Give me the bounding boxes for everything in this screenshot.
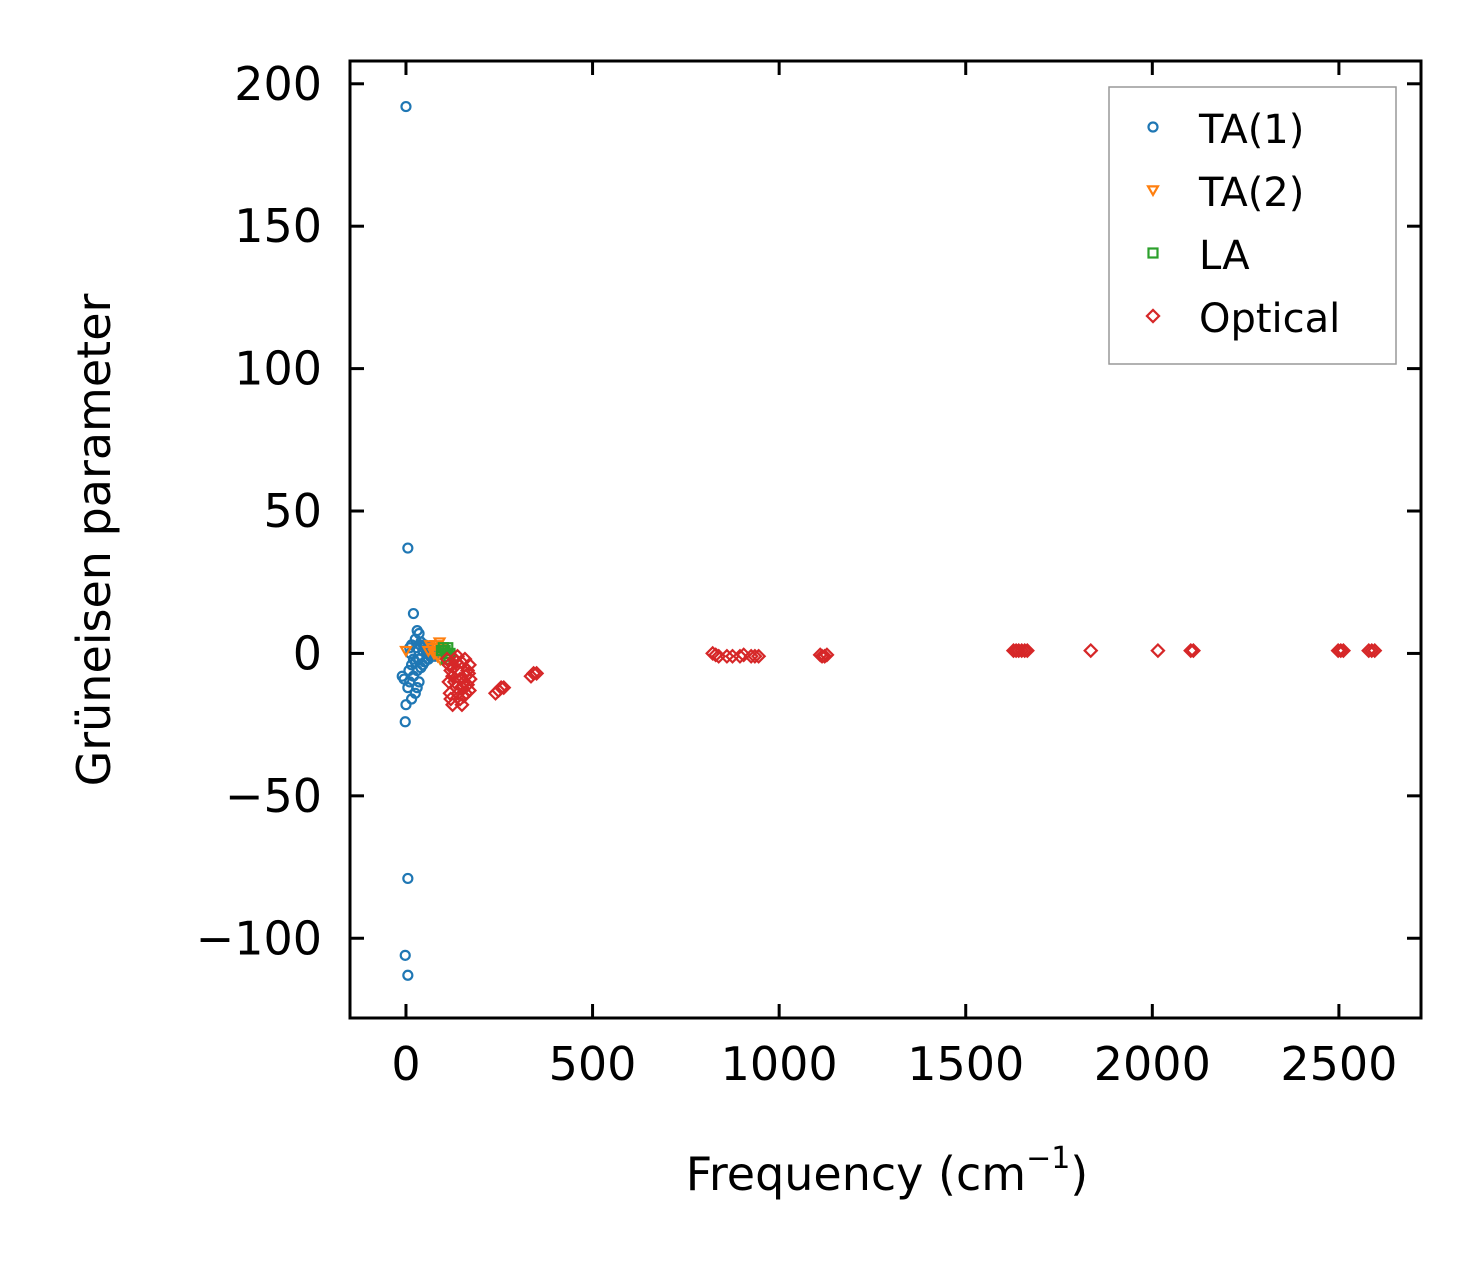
data-point	[1364, 642, 1380, 659]
data-point	[449, 648, 466, 664]
data-point	[457, 651, 473, 667]
data-point	[400, 699, 412, 711]
data-point	[398, 673, 410, 685]
data-point	[1367, 642, 1383, 659]
data-point	[444, 697, 461, 713]
data-point	[407, 653, 420, 665]
data-point	[496, 679, 512, 696]
data-point	[1150, 642, 1166, 659]
x-tick-label: 2000	[1094, 1037, 1211, 1091]
legend-label: Optical	[1199, 296, 1340, 342]
x-axis-title: Frequency (cm−1)	[686, 1141, 1089, 1201]
legend-label: TA(2)	[1198, 170, 1304, 216]
data-point	[1330, 642, 1346, 659]
data-point	[747, 648, 763, 664]
data-point	[1335, 642, 1352, 659]
data-point	[417, 659, 429, 671]
data-point	[1183, 642, 1199, 659]
y-tick-label: 100	[234, 342, 322, 396]
x-tick-label: 1500	[907, 1037, 1024, 1091]
legend-marker	[1146, 185, 1160, 198]
data-point	[399, 716, 411, 728]
x-axis-title-suffix: )	[1070, 1147, 1088, 1201]
data-point	[399, 949, 411, 961]
y-tick-label: 150	[234, 199, 322, 253]
data-point	[400, 100, 412, 113]
data-point	[814, 648, 830, 664]
data-point	[528, 665, 545, 681]
data-point	[403, 664, 415, 677]
plot-area	[348, 59, 1423, 1020]
tick-labels: 0 500 1000 1500 2000 2500 −100 −50 0 50 100 150 200	[196, 57, 1398, 1091]
data-point	[402, 542, 414, 554]
x-axis-title-superscript: −1	[1026, 1141, 1070, 1176]
x-tick-label: 500	[549, 1037, 637, 1091]
data-point	[719, 648, 735, 664]
data-point	[411, 682, 423, 694]
data-point	[407, 607, 420, 620]
y-tick-label: −50	[225, 769, 322, 823]
data-point	[1361, 642, 1377, 659]
data-point	[1083, 642, 1099, 659]
data-point	[1333, 642, 1349, 659]
data-point	[442, 685, 458, 701]
data-point	[461, 665, 477, 681]
data-point	[732, 648, 748, 664]
legend: TA(1) TA(2) LA Optical	[1108, 86, 1397, 365]
y-axis-title: Grüneisen parameter	[67, 293, 121, 786]
data-point	[708, 647, 724, 663]
y-tick-label: 0	[293, 626, 322, 680]
x-tick-label: 0	[391, 1037, 420, 1091]
data-point	[453, 654, 469, 670]
plot-frame	[348, 59, 1423, 1020]
data-point	[462, 671, 478, 687]
data-point	[525, 665, 542, 681]
data-point	[405, 659, 418, 671]
y-tick-label: −100	[196, 911, 322, 965]
data-point	[413, 676, 425, 688]
data-point	[1014, 642, 1030, 659]
series-optical	[439, 642, 1383, 713]
data-point	[493, 679, 509, 696]
series-ta-1-	[396, 100, 446, 981]
x-tick-label: 1000	[721, 1037, 838, 1091]
y-tick-label: 200	[234, 57, 322, 111]
data-point	[409, 687, 421, 699]
data-point	[402, 969, 414, 981]
data-point	[402, 872, 414, 885]
data-point	[1019, 642, 1035, 659]
data-point	[1185, 642, 1201, 659]
y-tick-label: 50	[263, 484, 322, 538]
legend-marker	[1147, 121, 1159, 133]
legend-label: LA	[1199, 233, 1250, 279]
legend-marker	[1147, 247, 1159, 259]
axis-ticks	[350, 61, 1421, 1018]
x-tick-label: 2500	[1280, 1037, 1397, 1091]
legend-marker	[1145, 308, 1161, 324]
legend-label: TA(1)	[1198, 107, 1304, 153]
data-point	[399, 645, 413, 658]
data-point	[423, 640, 438, 653]
data-point	[819, 647, 835, 663]
data-point	[442, 642, 454, 654]
data-point	[461, 682, 478, 699]
data-point	[750, 648, 767, 664]
data-point	[1017, 642, 1033, 659]
data-point	[452, 671, 468, 687]
